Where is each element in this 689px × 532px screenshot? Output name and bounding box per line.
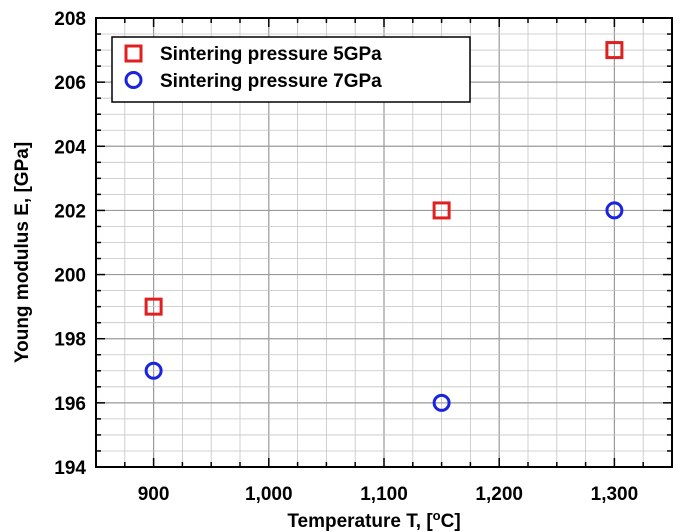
x-tick-label: 1,100 — [360, 484, 408, 505]
y-tick-label: 206 — [54, 73, 86, 94]
y-tick-label: 204 — [54, 137, 86, 158]
y-axis-tick-labels: 194 196 198 200 202 204 206 208 — [54, 9, 86, 479]
x-axis-title-unit: C] — [441, 511, 461, 532]
x-axis-title: Temperature T, [oC] — [287, 508, 460, 532]
data-point-square — [432, 201, 451, 220]
y-tick-label: 194 — [54, 458, 86, 479]
legend-label-5gpa: Sintering pressure 5GPa — [160, 44, 382, 65]
y-tick-label: 198 — [54, 330, 86, 351]
legend-box — [111, 36, 471, 103]
y-axis-title: Young modulus E, [GPa] — [12, 142, 33, 363]
x-axis-title-main: Temperature T, [ — [287, 511, 433, 532]
axis-ticks — [95, 17, 673, 468]
y-tick-label: 200 — [54, 266, 86, 287]
x-axis-title-superscript: o — [433, 508, 441, 523]
legend-marker-circle — [124, 71, 143, 89]
data-point-circle — [432, 393, 451, 412]
data-point-square — [605, 41, 624, 60]
y-tick-label: 196 — [54, 394, 86, 415]
x-tick-label: 1,300 — [591, 484, 639, 505]
legend-label-7gpa: Sintering pressure 7GPa — [160, 71, 382, 92]
y-tick-label: 202 — [54, 201, 86, 222]
legend: Sintering pressure 5GPa Sintering pressu… — [111, 36, 471, 103]
data-point-square — [144, 297, 163, 316]
y-tick-label: 208 — [54, 9, 86, 30]
data-points — [144, 41, 624, 412]
data-point-circle — [144, 361, 163, 380]
x-axis-tick-labels: 900 1,000 1,100 1,200 1,300 — [138, 484, 638, 505]
x-tick-label: 1,200 — [475, 484, 523, 505]
x-tick-label: 900 — [138, 484, 170, 505]
x-tick-label: 1,000 — [245, 484, 293, 505]
legend-marker-square — [124, 44, 143, 63]
data-point-circle — [605, 201, 624, 220]
